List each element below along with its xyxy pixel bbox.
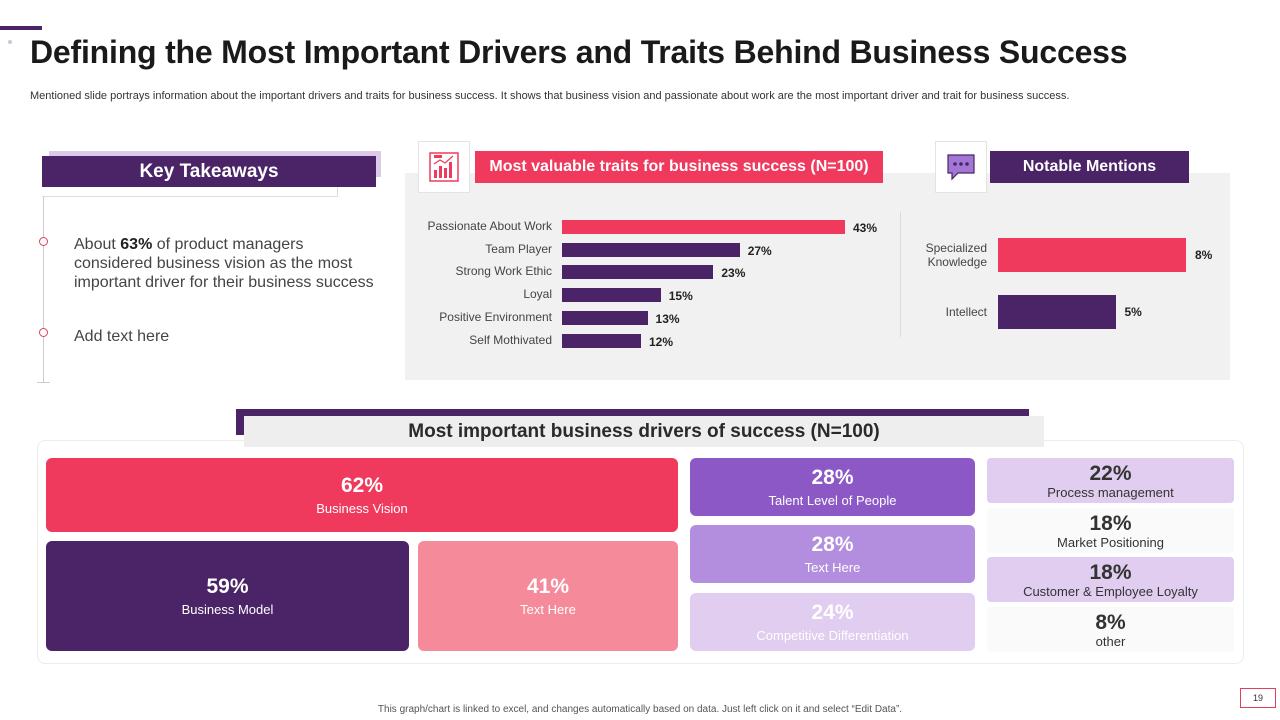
page-subtitle: Mentioned slide portrays information abo…: [30, 90, 1070, 102]
bar-category-label: Positive Environment: [439, 309, 552, 324]
takeaway-item-1: About 63% of product managers considered…: [74, 235, 374, 292]
bar-value-label: 15%: [668, 289, 693, 304]
bar: [562, 220, 845, 234]
traits-chart-title: Most valuable traits for business succes…: [475, 151, 883, 183]
footer-note: This graph/chart is linked to excel, and…: [377, 704, 903, 715]
timeline-bullet: [39, 328, 48, 337]
driver-value: 41%: [526, 574, 570, 598]
bar: [562, 288, 661, 303]
bar-category-label: Intellect: [945, 305, 987, 319]
driver-value: 8%: [1095, 610, 1126, 634]
timeline-bullet: [39, 237, 48, 246]
takeaway-text: considered business vision as the most: [74, 255, 353, 272]
key-takeaways-underline: [42, 187, 338, 197]
driver-label: Talent Level of People: [768, 492, 897, 508]
driver-tile: 41% Text Here: [418, 541, 678, 651]
bar-chart-icon: [418, 141, 470, 193]
driver-label: Text Here: [804, 559, 861, 575]
bar-value-label: 43%: [853, 221, 878, 235]
page-title: Defining the Most Important Drivers and …: [30, 34, 1128, 70]
driver-label: Customer & Employee Loyalty: [1023, 583, 1198, 599]
driver-value: 22%: [1089, 461, 1132, 485]
bar-category-label: Team Player: [485, 241, 552, 256]
corner-dot: [8, 40, 12, 44]
bar: [998, 238, 1186, 272]
bar: [562, 333, 641, 348]
driver-tile: 24% Competitive Differentiation: [690, 593, 975, 651]
bar-category-label: Passionate About Work: [427, 219, 552, 233]
driver-value: 28%: [811, 465, 854, 489]
page-number: 19: [1240, 688, 1276, 708]
takeaway-text: About: [74, 236, 121, 253]
driver-tile: 62% Business Vision: [46, 458, 678, 532]
bar-category-label: Strong Work Ethic: [455, 264, 552, 279]
driver-value: 62%: [340, 473, 384, 497]
chat-bubble-icon: [935, 141, 987, 193]
drivers-title: Most important business drivers of succe…: [244, 416, 1044, 447]
timeline-line: [43, 197, 44, 382]
bar: [562, 265, 714, 280]
driver-tile: 8% other: [987, 607, 1234, 652]
driver-label: other: [1095, 633, 1126, 649]
driver-value: 18%: [1089, 511, 1132, 535]
driver-value: 24%: [811, 600, 854, 624]
driver-tile: 18% Market Positioning: [987, 508, 1234, 553]
driver-tile: 28% Talent Level of People: [690, 458, 975, 516]
bar-value-label: 13%: [655, 311, 680, 326]
bar-value-label: 27%: [747, 243, 772, 258]
corner-accent: [0, 26, 42, 30]
driver-tile: 59% Business Model: [46, 541, 409, 651]
driver-tile: 22% Process management: [987, 458, 1234, 503]
bar-category-label: Loyal: [523, 287, 552, 302]
takeaway-text: of product managers: [152, 236, 304, 253]
bar-category-label: Specialized Knowledge: [925, 241, 987, 269]
timeline-end: [37, 382, 50, 383]
notable-chart-title: Notable Mentions: [990, 151, 1189, 183]
panel-divider: [900, 212, 901, 337]
bar-value-label: 5%: [1124, 305, 1142, 319]
driver-value: 28%: [811, 532, 854, 556]
driver-tile: 28% Text Here: [690, 525, 975, 583]
driver-value: 59%: [206, 574, 249, 598]
bar: [562, 310, 648, 325]
takeaway-item-2: Add text here: [74, 328, 170, 345]
bar: [998, 295, 1116, 329]
driver-label: Text Here: [520, 601, 576, 617]
driver-tile: 18% Customer & Employee Loyalty: [987, 557, 1234, 602]
driver-label: Market Positioning: [1057, 534, 1164, 550]
driver-label: Business Vision: [316, 500, 408, 516]
bar-value-label: 23%: [721, 266, 746, 281]
bar-category-label: Self Mothivated: [469, 332, 552, 347]
takeaway-text: important driver for their business succ…: [74, 274, 374, 291]
driver-label: Competitive Differentiation: [756, 627, 909, 643]
traits-panel: [405, 173, 1230, 380]
takeaway-highlight: 63%: [120, 236, 153, 253]
bar-value-label: 12%: [648, 334, 673, 349]
bar-value-label: 8%: [1195, 248, 1213, 262]
driver-label: Business Model: [181, 601, 274, 617]
driver-value: 18%: [1089, 560, 1132, 584]
bar: [562, 242, 740, 257]
driver-label: Process management: [1047, 484, 1174, 500]
key-takeaways-title: Key Takeaways: [42, 156, 376, 187]
